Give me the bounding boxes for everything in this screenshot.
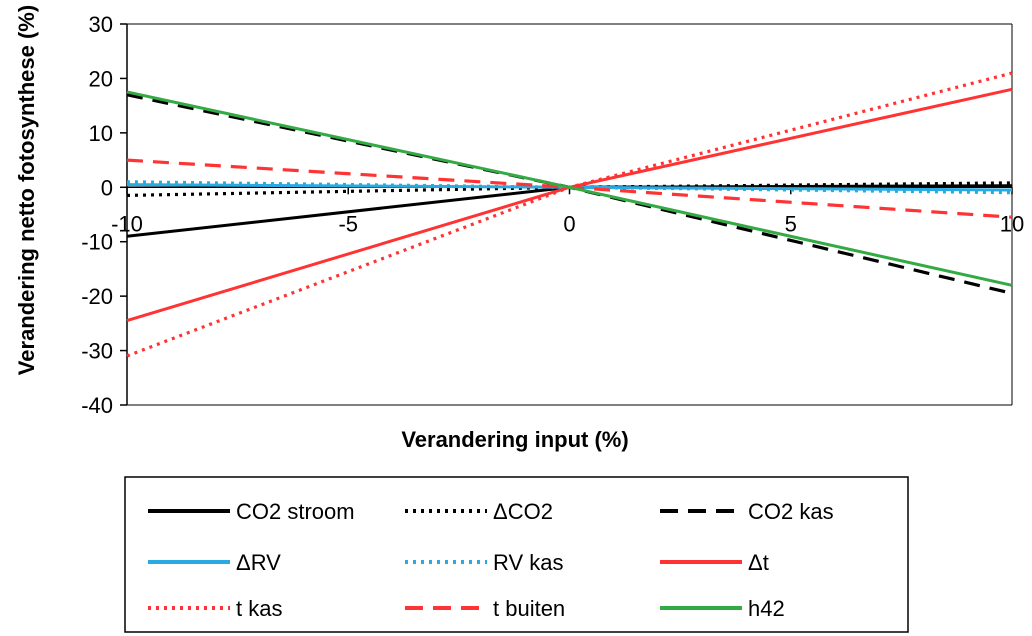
y-tick-label: -40 bbox=[81, 393, 113, 418]
y-tick-label: 30 bbox=[89, 12, 113, 37]
axes: -40 -30 -20 -10 0 10 20 30 -10 -5 0 5 10 bbox=[81, 12, 1024, 418]
y-tick-label: -10 bbox=[81, 230, 113, 255]
legend: CO2 stroom ΔCO2 CO2 kas ΔRV RV kas Δt t kas t b… bbox=[124, 476, 909, 633]
legend-label: ΔRV bbox=[236, 550, 281, 575]
y-axis-title: Verandering netto fotosynthese (%) bbox=[14, 5, 39, 375]
y-tick-label: 10 bbox=[89, 121, 113, 146]
legend-label: t buiten bbox=[493, 596, 565, 621]
y-tick-label: -30 bbox=[81, 339, 113, 364]
x-tick-label: 0 bbox=[563, 211, 575, 236]
x-tick-label: -10 bbox=[111, 211, 143, 236]
series-group bbox=[126, 71, 1013, 358]
x-axis-title: Verandering input (%) bbox=[401, 427, 628, 452]
y-tick-label: 0 bbox=[101, 175, 113, 200]
y-tick-label: 20 bbox=[89, 66, 113, 91]
legend-label: Δt bbox=[748, 550, 769, 575]
x-tick-label: 10 bbox=[1000, 211, 1024, 236]
legend-label: CO2 stroom bbox=[236, 499, 355, 524]
legend-frame bbox=[124, 476, 909, 633]
legend-label: CO2 kas bbox=[748, 499, 834, 524]
x-tick-label: -5 bbox=[338, 211, 358, 236]
x-tick-label: 5 bbox=[785, 211, 797, 236]
series-line-8 bbox=[126, 90, 1013, 287]
y-tick-label: -20 bbox=[81, 284, 113, 309]
legend-label: ΔCO2 bbox=[493, 499, 553, 524]
legend-label: h42 bbox=[748, 596, 785, 621]
legend-label: t kas bbox=[236, 596, 282, 621]
legend-label: RV kas bbox=[493, 550, 564, 575]
